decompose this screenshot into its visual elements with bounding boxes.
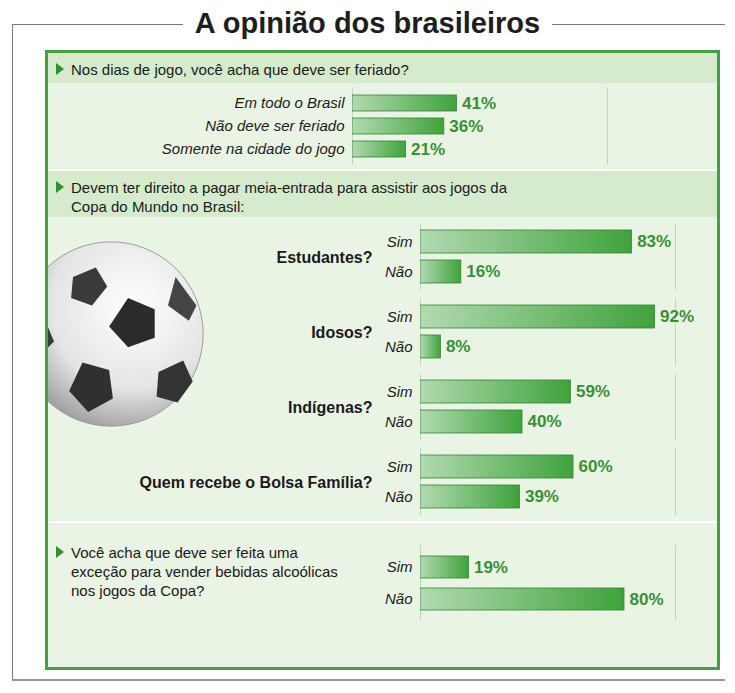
svg-text:Sim: Sim (387, 383, 413, 400)
svg-text:Sim: Sim (387, 458, 413, 475)
svg-text:16%: 16% (466, 262, 500, 281)
svg-text:40%: 40% (528, 412, 562, 431)
svg-text:Quem recebe o Bolsa Família?: Quem recebe o Bolsa Família? (140, 474, 373, 491)
html-text:Nos dias de jogo, você acha qu: Nos dias de jogo, você acha que deve ser… (71, 61, 409, 78)
svg-text:Sim: Sim (387, 233, 413, 250)
svg-text:Sim: Sim (387, 558, 413, 575)
svg-text:19%: 19% (474, 558, 508, 577)
svg-text:Idosos?: Idosos? (311, 324, 372, 341)
svg-text:Não deve ser feriado: Não deve ser feriado (205, 117, 344, 134)
svg-text:41%: 41% (462, 94, 496, 113)
svg-text:83%: 83% (637, 232, 671, 251)
svg-text:Não: Não (385, 338, 413, 355)
svg-text:80%: 80% (630, 590, 664, 609)
html-text:A opinião dos brasileiros: A opinião dos brasileiros (194, 7, 541, 39)
svg-text:Sim: Sim (387, 308, 413, 325)
svg-text:Indígenas?: Indígenas? (288, 399, 372, 416)
svg-text:60%: 60% (579, 457, 613, 476)
svg-text:Não: Não (385, 263, 413, 280)
svg-text:92%: 92% (660, 307, 694, 326)
svg-text:Estudantes?: Estudantes? (276, 249, 372, 266)
svg-text:39%: 39% (525, 487, 559, 506)
svg-text:Não: Não (385, 590, 413, 607)
svg-text:Não: Não (385, 488, 413, 505)
svg-text:8%: 8% (446, 337, 471, 356)
svg-text:Em todo o Brasil: Em todo o Brasil (234, 94, 345, 111)
svg-text:Não: Não (385, 413, 413, 430)
svg-text:Somente na cidade do jogo: Somente na cidade do jogo (162, 140, 345, 157)
html-text:Devem ter direito a pagar meia: Devem ter direito a pagar meia-entrada p… (71, 179, 508, 215)
html-text:Você acha que deve ser feita u: Você acha que deve ser feita uma exceção… (71, 544, 338, 599)
svg-text:59%: 59% (576, 382, 610, 401)
svg-text:36%: 36% (449, 117, 483, 136)
svg-text:21%: 21% (411, 140, 445, 159)
